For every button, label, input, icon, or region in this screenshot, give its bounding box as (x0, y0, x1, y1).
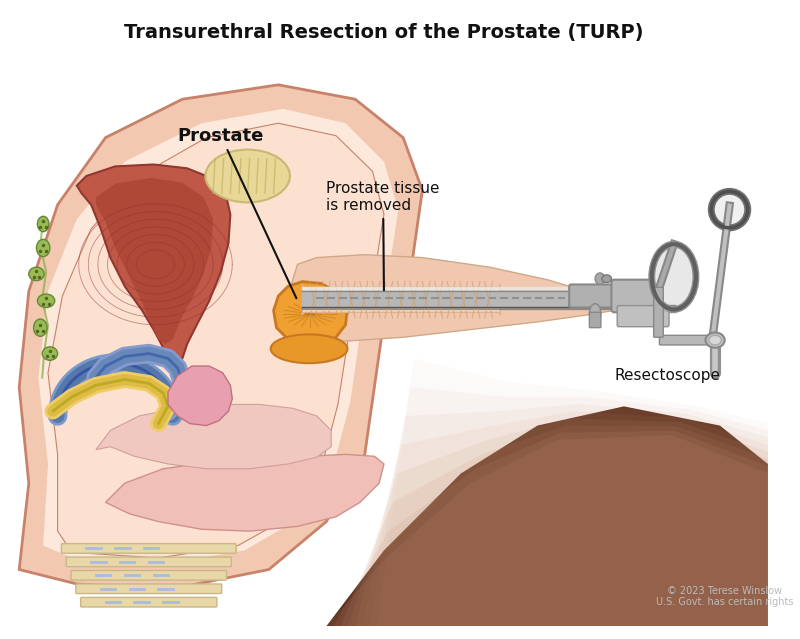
FancyBboxPatch shape (76, 584, 222, 594)
Polygon shape (278, 255, 614, 341)
Text: Transurethral Resection of the Prostate (TURP): Transurethral Resection of the Prostate … (124, 22, 644, 42)
Polygon shape (370, 387, 768, 626)
Polygon shape (326, 435, 768, 626)
FancyBboxPatch shape (302, 284, 500, 315)
Ellipse shape (34, 319, 47, 336)
Ellipse shape (571, 286, 577, 305)
Ellipse shape (709, 335, 722, 345)
Ellipse shape (590, 304, 601, 323)
Polygon shape (96, 404, 331, 469)
Polygon shape (355, 411, 768, 626)
Ellipse shape (595, 273, 605, 284)
FancyBboxPatch shape (659, 335, 714, 345)
FancyBboxPatch shape (617, 305, 669, 327)
Polygon shape (19, 85, 422, 589)
Polygon shape (168, 366, 232, 426)
Polygon shape (341, 426, 768, 626)
Text: Resectoscope: Resectoscope (614, 368, 720, 383)
Ellipse shape (712, 192, 746, 227)
Ellipse shape (600, 286, 606, 305)
Ellipse shape (206, 150, 290, 203)
Polygon shape (96, 178, 213, 344)
Ellipse shape (706, 332, 725, 348)
Ellipse shape (581, 286, 586, 305)
Ellipse shape (653, 245, 695, 309)
Polygon shape (106, 454, 384, 531)
FancyBboxPatch shape (62, 544, 236, 553)
Ellipse shape (602, 275, 611, 282)
FancyBboxPatch shape (71, 571, 226, 580)
Polygon shape (274, 282, 347, 344)
Polygon shape (348, 419, 768, 626)
Text: Prostate: Prostate (178, 127, 296, 298)
FancyBboxPatch shape (654, 288, 663, 337)
Polygon shape (326, 406, 768, 626)
Text: © 2023 Terese Winslow
U.S. Govt. has certain rights: © 2023 Terese Winslow U.S. Govt. has cer… (656, 585, 794, 607)
Polygon shape (77, 164, 230, 358)
Ellipse shape (38, 217, 49, 232)
Text: Prostate tissue
is removed: Prostate tissue is removed (326, 181, 440, 290)
Polygon shape (334, 431, 768, 626)
Ellipse shape (270, 334, 347, 363)
Ellipse shape (590, 286, 596, 305)
FancyBboxPatch shape (66, 557, 231, 567)
Polygon shape (362, 404, 768, 626)
Polygon shape (38, 109, 398, 565)
Ellipse shape (38, 294, 54, 307)
FancyBboxPatch shape (570, 284, 640, 307)
Ellipse shape (42, 347, 58, 360)
Ellipse shape (37, 240, 50, 257)
Polygon shape (48, 123, 384, 558)
FancyBboxPatch shape (611, 280, 670, 312)
Ellipse shape (610, 286, 615, 305)
FancyBboxPatch shape (81, 597, 217, 607)
FancyBboxPatch shape (590, 312, 601, 328)
Ellipse shape (29, 267, 44, 281)
